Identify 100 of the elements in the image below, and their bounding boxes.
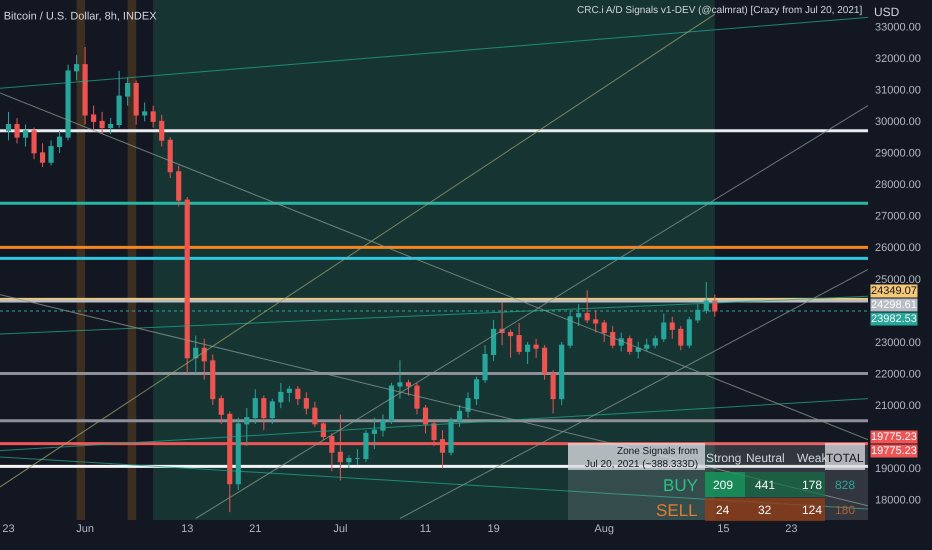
annotation: 441 <box>755 478 776 492</box>
y-tick-label: 18000.00 <box>875 494 921 506</box>
candlestick <box>312 401 318 428</box>
candlestick <box>14 118 20 144</box>
candlestick <box>74 54 80 81</box>
annotation: Neutral <box>746 451 785 465</box>
y-tick-label: 21000.00 <box>875 400 921 412</box>
candlestick <box>636 341 641 359</box>
x-tick-label: 19 <box>487 523 500 535</box>
y-axis-title: USD <box>874 5 900 19</box>
candlestick <box>278 382 284 409</box>
candlestick <box>270 398 275 424</box>
annotation: CRC.i A/D Signals v1-DEV (@calmrat) [Crazy from Jul 20, 2021] <box>577 5 862 16</box>
candlestick <box>116 70 122 128</box>
candlestick <box>559 341 564 406</box>
y-tick-label: 31000.00 <box>875 84 921 97</box>
y-tick-label: 25000.00 <box>875 274 921 286</box>
candlestick <box>56 130 62 154</box>
candlestick <box>380 414 386 437</box>
candlestick <box>490 319 496 362</box>
candlestick <box>65 64 71 141</box>
y-tick-label: 33000.00 <box>875 22 921 34</box>
candlestick <box>406 379 412 396</box>
candlestick <box>422 404 428 434</box>
candlestick <box>108 118 114 134</box>
candlestick <box>499 302 505 346</box>
candlestick <box>644 338 650 352</box>
candlestick <box>516 322 522 356</box>
annotation: 124 <box>802 503 822 517</box>
y-tick-label: 30000.00 <box>875 116 921 128</box>
candlestick <box>261 395 266 431</box>
annotation: Strong <box>706 451 742 465</box>
candlestick <box>678 326 684 351</box>
candlestick <box>210 354 216 406</box>
x-tick-label: Aug <box>594 523 614 535</box>
candlestick <box>218 395 224 424</box>
x-tick-label: 13 <box>181 523 194 535</box>
candlestick <box>295 386 300 406</box>
y-tick-label: 27000.00 <box>875 210 921 223</box>
x-tick-label: 23 <box>2 523 15 535</box>
candlestick <box>448 417 454 456</box>
candlestick <box>6 111 12 141</box>
ref-line-label: 24349.07 <box>871 285 917 297</box>
candlestick <box>712 294 718 318</box>
candlestick <box>48 140 54 166</box>
candlestick <box>184 196 190 374</box>
candlestick <box>652 335 658 349</box>
ref-line-label: 19775.23 <box>871 431 917 443</box>
candlestick <box>82 46 88 125</box>
candlestick <box>354 448 360 466</box>
candlestick <box>414 382 420 415</box>
candlestick <box>125 76 130 106</box>
annotation: 32 <box>758 503 772 517</box>
candlestick <box>602 319 607 342</box>
candlestick <box>482 344 488 384</box>
annotation: 178 <box>802 478 822 492</box>
candlestick <box>372 417 378 450</box>
candlestick <box>244 408 250 446</box>
annotation: TOTAL <box>826 451 864 465</box>
candlestick <box>550 370 556 414</box>
candlestick <box>320 420 326 440</box>
annotation: 828 <box>835 478 856 492</box>
candlestick <box>686 316 692 349</box>
x-tick-label: 23 <box>785 523 798 535</box>
candlestick <box>134 80 139 125</box>
candlestick <box>397 360 403 400</box>
candlestick <box>593 310 598 333</box>
annotation: SELL <box>656 501 698 520</box>
y-tick-label: 23000.00 <box>875 336 921 349</box>
candlestick <box>542 344 548 380</box>
candlestick <box>150 105 156 128</box>
candlestick <box>534 338 539 358</box>
annotation: 209 <box>713 478 734 492</box>
y-tick-label: 26000.00 <box>875 242 921 254</box>
candlestick <box>388 382 394 424</box>
candlestick <box>236 417 241 491</box>
candlestick <box>363 430 369 462</box>
candlestick <box>610 326 616 349</box>
annotation: BUY <box>663 476 698 495</box>
candlestick <box>346 454 352 468</box>
y-tick-label: 28000.00 <box>875 179 921 192</box>
candlestick <box>456 404 462 428</box>
candlestick <box>193 335 198 374</box>
candlestick <box>525 341 530 364</box>
candlestick <box>176 164 182 207</box>
candlestick <box>100 111 105 134</box>
candlestick <box>159 114 164 148</box>
candlestick <box>22 124 28 148</box>
candlestick <box>661 313 666 342</box>
x-tick-label: Jul <box>333 523 348 535</box>
x-tick-label: 11 <box>420 523 432 535</box>
text: 19775.23 <box>871 445 917 457</box>
candlestick <box>286 386 292 402</box>
candlestick <box>91 105 96 132</box>
y-tick-label: 29000.00 <box>875 148 921 160</box>
x-tick-label: 15 <box>717 523 730 535</box>
candlestick <box>202 338 207 380</box>
y-tick-label: 19000.00 <box>875 462 921 475</box>
candlestick <box>168 136 173 179</box>
candlestick <box>670 316 675 340</box>
